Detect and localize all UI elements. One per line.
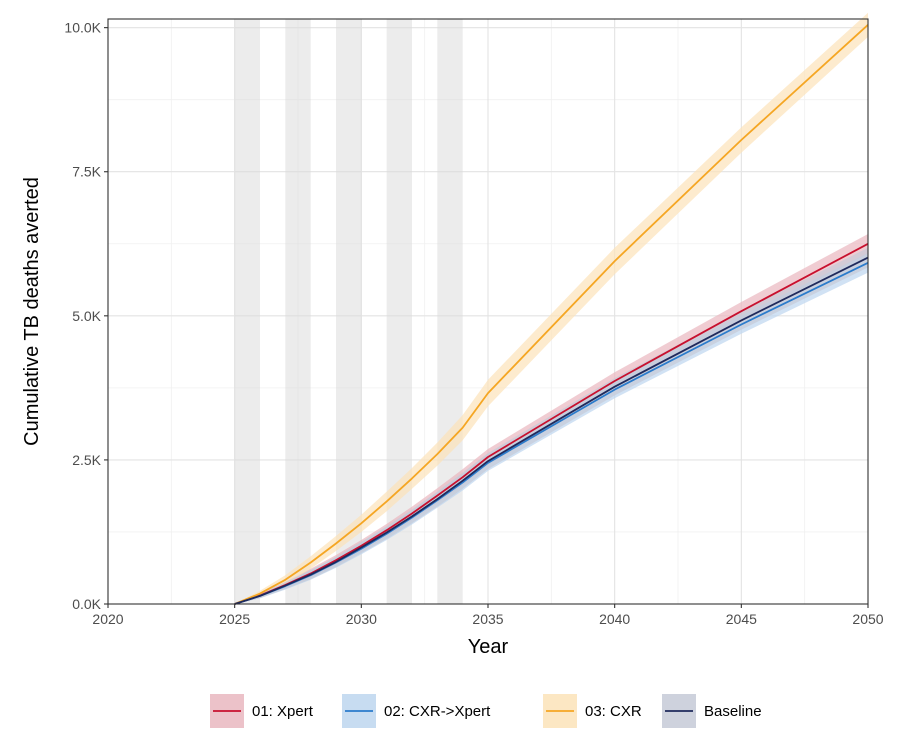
plot-area	[107, 12, 869, 605]
series-line-03: CXR	[234, 24, 869, 605]
shaded-year-band	[336, 19, 362, 604]
x-tick-label: 2050	[852, 611, 883, 627]
x-tick-label: 2035	[472, 611, 503, 627]
x-tick-label: 2040	[599, 611, 630, 627]
y-tick-label: 2.5K	[72, 452, 101, 468]
series-line-Baseline	[234, 256, 869, 605]
x-tick-label: 2025	[219, 611, 250, 627]
y-tick-label: 5.0K	[72, 308, 101, 324]
shaded-year-band	[234, 19, 260, 604]
y-tick-label: 7.5K	[72, 164, 101, 180]
y-tick-label: 0.0K	[72, 596, 101, 612]
shaded-year-band	[437, 19, 463, 604]
legend-label: 02: CXR->Xpert	[384, 703, 491, 720]
x-tick-label: 2030	[346, 611, 377, 627]
y-tick-label: 10.0K	[64, 20, 101, 36]
shaded-year-band	[285, 19, 311, 604]
legend-label: Baseline	[704, 703, 762, 720]
x-tick-label: 2020	[92, 611, 123, 627]
y-axis-title: Cumulative TB deaths averted	[21, 177, 43, 446]
legend-label: 01: Xpert	[252, 703, 314, 720]
legend: 01: Xpert 02: CXR->Xpert 03: CXR Baseline	[210, 694, 762, 728]
axes: 2020 2025 2030 2035 2040 2045 2050 0.0K 2.5K 5.0K…	[64, 18, 884, 627]
legend-label: 03: CXR	[585, 703, 642, 720]
x-axis-title: Year	[468, 636, 509, 658]
ribbon-03: CXR	[234, 12, 868, 604]
x-tick-label: 2045	[726, 611, 757, 627]
